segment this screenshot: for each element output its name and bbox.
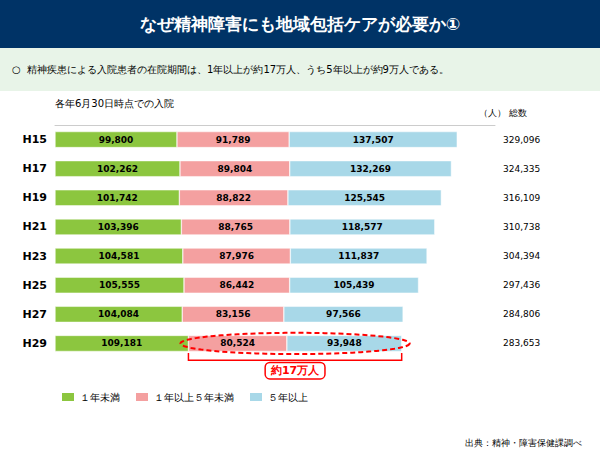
svg-text:88,822: 88,822 [216,193,251,203]
svg-text:１年以上５年未満: １年以上５年未満 [154,392,234,403]
svg-text:約17万人: 約17万人 [270,364,320,377]
svg-text:132,269: 132,269 [350,164,391,174]
svg-text:88,765: 88,765 [218,222,253,232]
svg-text:H29: H29 [22,337,47,350]
svg-text:105,439: 105,439 [334,280,375,290]
svg-text:316,109: 316,109 [503,193,540,203]
svg-text:総数: 総数 [508,108,527,118]
svg-text:104,084: 104,084 [98,309,139,319]
svg-text:H17: H17 [22,162,47,175]
svg-text:329,096: 329,096 [503,135,540,145]
svg-text:H25: H25 [22,279,47,292]
svg-text:91,789: 91,789 [216,135,251,145]
svg-text:83,156: 83,156 [216,309,251,319]
svg-text:109,181: 109,181 [101,338,142,348]
svg-text:H23: H23 [22,250,47,263]
svg-text:１年未満: １年未満 [80,392,120,403]
svg-text:125,545: 125,545 [344,193,385,203]
svg-text:80,524: 80,524 [220,338,255,348]
svg-text:89,804: 89,804 [217,164,252,174]
svg-text:H27: H27 [22,308,47,321]
svg-text:101,742: 101,742 [97,193,138,203]
svg-text:なぜ精神障害にも地域包括ケアが必要か①: なぜ精神障害にも地域包括ケアが必要か① [140,14,460,34]
svg-text:86,442: 86,442 [219,280,254,290]
svg-text:297,436: 297,436 [503,280,540,290]
svg-text:出典：精神・障害保健課調べ: 出典：精神・障害保健課調べ [465,438,582,448]
svg-text:87,976: 87,976 [219,251,254,261]
svg-text:310,738: 310,738 [503,222,540,232]
svg-text:111,837: 111,837 [338,251,379,261]
svg-text:324,335: 324,335 [503,164,540,174]
svg-text:各年6月30日時点での入院: 各年6月30日時点での入院 [55,98,174,109]
svg-text:○ 精神疾患による入院患者の在院期間は、1年以上が約17万: ○ 精神疾患による入院患者の在院期間は、1年以上が約17万人、うち5年以上が約9… [12,64,449,75]
svg-text:118,577: 118,577 [342,222,383,232]
svg-text:103,396: 103,396 [98,222,139,232]
svg-text:H15: H15 [22,133,47,146]
svg-text:137,507: 137,507 [353,135,394,145]
svg-text:304,394: 304,394 [503,251,540,261]
svg-text:105,555: 105,555 [99,280,140,290]
svg-text:H21: H21 [22,220,47,233]
svg-text:H19: H19 [22,191,47,204]
svg-text:283,653: 283,653 [503,338,540,348]
svg-text:99,800: 99,800 [99,135,134,145]
svg-text:284,806: 284,806 [503,309,540,319]
svg-text:５年以上: ５年以上 [268,392,308,403]
svg-text:97,566: 97,566 [326,309,361,319]
svg-text:102,262: 102,262 [97,164,138,174]
svg-text:（人）: （人） [479,108,506,118]
svg-text:93,948: 93,948 [327,338,362,348]
svg-text:104,581: 104,581 [98,251,139,261]
